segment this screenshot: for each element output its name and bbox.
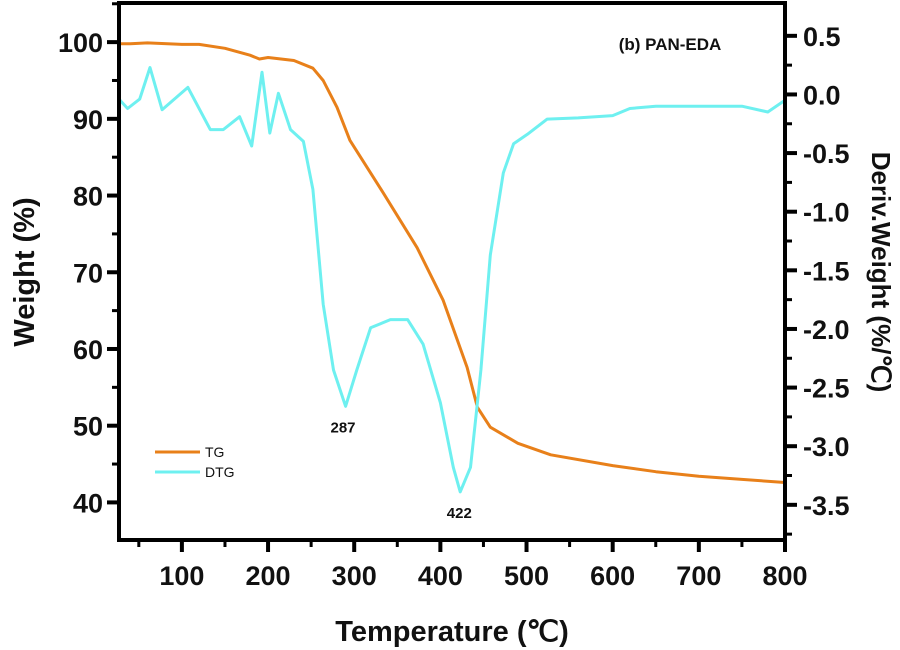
y2-tick-label: 0.0 (803, 80, 841, 110)
y2-tick-label: -2.5 (803, 374, 850, 404)
y-tick-label: 70 (73, 258, 103, 288)
y-tick-label: 80 (73, 182, 103, 212)
chart-annotation-title: (b) PAN-EDA (619, 35, 722, 54)
x-tick-label: 400 (418, 561, 463, 591)
x-tick-label: 100 (159, 561, 204, 591)
y-tick-label: 40 (73, 488, 103, 518)
x-tick-label: 300 (332, 561, 377, 591)
legend-label-dtg: DTG (205, 464, 235, 480)
x-tick-label: 200 (246, 561, 291, 591)
x-tick-label: 600 (590, 561, 635, 591)
y-tick-label: 90 (73, 105, 103, 135)
y2-tick-label: -1.0 (803, 198, 850, 228)
y2-tick-label: 0.5 (803, 22, 841, 52)
peak-label-422: 422 (447, 505, 472, 522)
y-tick-label: 50 (73, 412, 103, 442)
series-line-tg (119, 41, 786, 484)
x-tick-label: 800 (762, 561, 807, 591)
y-axis-label: Weight (%) (9, 197, 41, 346)
y2-tick-label: -2.0 (803, 315, 850, 345)
legend: TG DTG (155, 444, 235, 480)
x-axis-label: Temperature (℃) (335, 616, 568, 648)
y-tick-label: 60 (73, 335, 103, 365)
y2-tick-label: -3.0 (803, 432, 850, 462)
y2-tick-label: -1.5 (803, 256, 850, 286)
x-tick-label: 700 (676, 561, 721, 591)
y2-tick-label: -0.5 (803, 139, 850, 169)
series-line-dtg (117, 66, 786, 494)
y-tick-label: 100 (58, 28, 103, 58)
x-tick-label: 500 (504, 561, 549, 591)
y2-axis-label: Deriv.Weight (%/℃) (866, 152, 896, 393)
peak-label-287: 287 (330, 419, 355, 436)
y2-tick-label: -3.5 (803, 491, 850, 521)
legend-label-tg: TG (205, 444, 224, 460)
